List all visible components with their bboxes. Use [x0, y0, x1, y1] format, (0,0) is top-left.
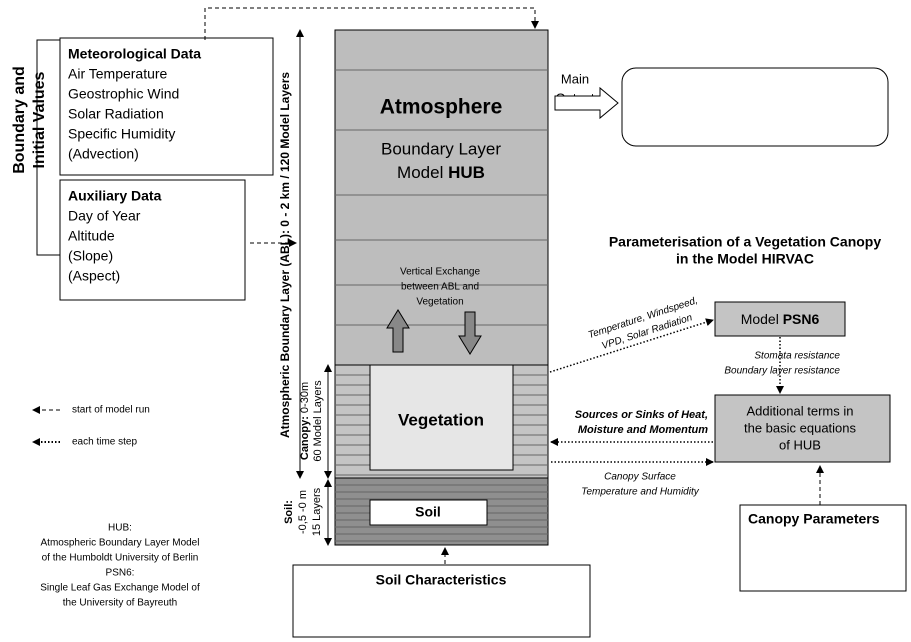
- data-arrow: [549, 318, 714, 373]
- output-arrow: [554, 86, 619, 120]
- side-label: Boundary and: [11, 66, 28, 174]
- surface: Temperature and Humidity: [581, 487, 699, 498]
- note: Single Leaf Gas Exchange Model of: [40, 583, 200, 594]
- aux-title: Auxiliary Data: [68, 188, 162, 204]
- terms: of HUB: [779, 437, 821, 452]
- vegetation-box: [369, 364, 514, 471]
- canopy-param-box: [739, 504, 907, 592]
- resistance: Stomata resistance: [754, 351, 840, 362]
- met-title: Meteorological Data: [68, 46, 201, 62]
- legend: start of model run: [72, 405, 150, 416]
- canopy-label: Canopy: 0-30m: [299, 382, 311, 460]
- param-title: in the Model HIRVAC: [676, 251, 814, 267]
- note: PSN6:: [106, 568, 135, 579]
- list-item: Solar Radiation: [68, 106, 164, 122]
- soil-label: Soil:: [283, 500, 295, 524]
- terms: the basic equations: [744, 420, 857, 435]
- notes: HUB: Atmospheric Boundary Layer Model of t…: [40, 523, 200, 609]
- terms: Additional terms in: [747, 403, 854, 418]
- soil-label: 15 Layers: [311, 487, 323, 536]
- run-arrow: [204, 7, 539, 40]
- soil: Soil: [415, 504, 441, 520]
- param-title: Parameterisation of a Vegetation Canopy: [609, 234, 882, 250]
- met-box: [59, 37, 274, 176]
- atmosphere: Atmosphere: [380, 96, 503, 119]
- main-output: Main: [561, 71, 589, 86]
- surface: Canopy Surface: [604, 472, 676, 483]
- up-arrow: [386, 309, 410, 353]
- list-item: Day of Year: [68, 208, 141, 224]
- note: of the Humboldt University of Berlin: [42, 553, 199, 564]
- list-item: Air Temperature: [68, 66, 168, 82]
- soil-char-box: [292, 564, 591, 638]
- soil-char-title: Soil Characteristics: [376, 572, 507, 588]
- resistance: Boundary layer resistance: [724, 366, 840, 377]
- list-item: (Advection): [68, 146, 139, 162]
- abl-label: Atmospheric Boundary Layer (ABL): 0 - 2 …: [278, 72, 292, 438]
- note: the University of Bayreuth: [63, 598, 178, 609]
- list-item: (Slope): [68, 248, 113, 264]
- canopy-param-title: Canopy Parameters: [748, 511, 880, 527]
- exchange: Vertical Exchange: [400, 267, 480, 278]
- sources: Sources or Sinks of Heat,: [575, 409, 708, 421]
- list-item: Altitude: [68, 228, 115, 244]
- list-item: (Aspect): [68, 268, 120, 284]
- psn6: Model PSN6: [741, 311, 820, 327]
- legend: each time step: [72, 437, 137, 448]
- note: HUB:: [108, 523, 132, 534]
- terms-box: [714, 394, 891, 463]
- bracket: [36, 39, 60, 256]
- canopy-label: 60 Model Layers: [312, 380, 324, 462]
- soil-box: [369, 499, 488, 526]
- note: Atmospheric Boundary Layer Model: [41, 538, 200, 549]
- hub-line: Boundary Layer: [381, 139, 501, 158]
- list-item: Geostrophic Wind: [68, 86, 179, 102]
- soil-label: -0,5 -0 m: [297, 490, 309, 534]
- exchange: Vegetation: [416, 297, 463, 308]
- sources: Moisture and Momentum: [578, 424, 708, 436]
- down-arrow: [458, 311, 482, 355]
- output-box: [621, 67, 889, 147]
- vegetation: Vegetation: [398, 410, 484, 429]
- side-label: Initial Values: [31, 71, 48, 168]
- list-item: Specific Humidity: [68, 126, 175, 142]
- aux-box: [59, 179, 246, 301]
- exchange: between ABL and: [401, 282, 479, 293]
- psn6-box: [714, 301, 846, 337]
- hub-line: Model HUB: [397, 163, 485, 182]
